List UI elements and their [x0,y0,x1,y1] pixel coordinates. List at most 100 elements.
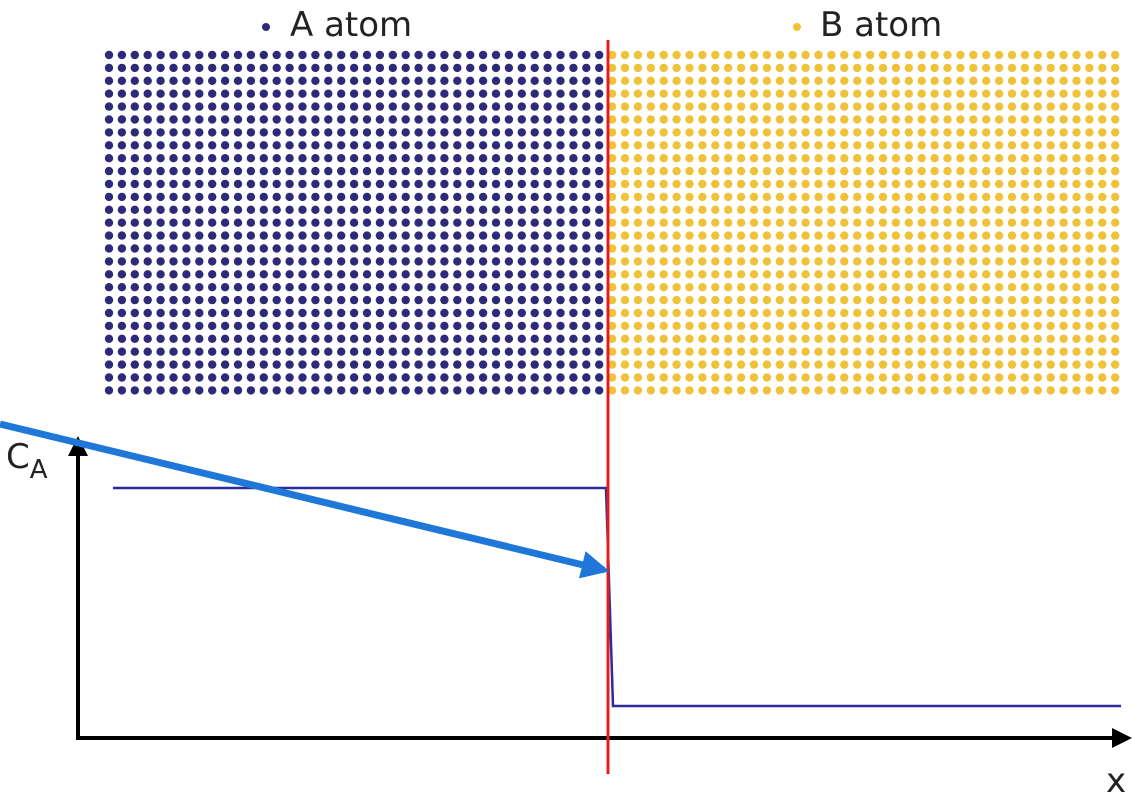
atom [607,179,617,189]
atom [620,386,630,395]
atom [517,63,526,73]
atom [478,308,488,318]
atom [130,141,139,150]
atom [1059,76,1068,86]
atom [556,308,565,318]
atom [853,192,862,202]
atom [1033,192,1043,202]
atom [388,295,397,305]
atom [788,63,797,73]
atom [246,386,256,395]
atom [195,321,204,331]
atom [711,295,720,305]
atom [530,386,539,395]
atom [466,141,475,150]
atom [956,166,965,176]
atom [607,128,617,137]
atom [1046,386,1055,395]
atom [607,76,617,86]
atom [543,141,552,150]
atom [504,360,514,369]
atom [685,373,694,382]
atom [1046,102,1055,111]
atom [246,231,256,240]
atom [607,360,617,369]
atom [208,386,217,395]
atom [569,128,578,137]
atom [724,166,733,176]
atom [814,205,823,214]
atom [853,295,862,305]
atom [1059,347,1068,356]
atom [414,218,423,227]
atom [375,128,385,137]
atom [1020,347,1030,356]
atom [324,141,333,150]
atom [749,308,759,318]
atom [1111,205,1120,214]
atom [1111,308,1120,318]
atom [969,244,978,253]
atom [466,231,475,240]
atom [246,347,256,356]
atom [904,347,913,356]
atom [711,128,720,137]
atom [982,257,991,266]
atom [775,308,784,318]
atom [801,373,810,382]
atom [917,154,926,163]
atom [349,166,359,176]
atom [349,244,359,253]
atom [1033,360,1043,369]
atom [169,360,178,369]
atom [427,154,436,163]
atom [1007,231,1017,240]
atom [582,231,591,240]
atom [362,295,372,305]
atom [1111,154,1120,163]
atom [169,205,178,214]
atom [865,386,875,395]
atom [117,270,127,279]
atom [595,192,604,202]
atom [582,218,591,227]
atom [543,386,552,395]
atom [285,50,294,60]
atom [117,308,127,318]
atom [801,244,810,253]
atom [620,141,630,150]
atom [491,386,501,395]
atom [233,257,243,266]
atom [156,295,165,305]
atom [272,115,281,124]
atom [453,373,462,382]
atom [1059,231,1068,240]
atom [646,179,655,189]
atom [904,283,913,292]
atom [943,360,952,369]
atom [491,89,501,98]
atom [491,128,501,137]
atom [607,115,617,124]
atom [466,179,475,189]
atom [801,321,810,331]
atom [943,102,952,111]
atom [788,231,797,240]
atom [169,63,178,73]
atom [1020,308,1030,318]
atom [427,218,436,227]
atom [233,205,243,214]
atom [801,115,810,124]
atom [130,192,139,202]
atom [775,347,784,356]
atom [711,321,720,331]
atom [814,257,823,266]
atom [337,154,346,163]
atom [930,334,939,343]
atom [582,63,591,73]
atom [762,231,772,240]
atom [801,141,810,150]
atom [633,321,643,331]
atom [543,89,552,98]
atom [736,347,746,356]
